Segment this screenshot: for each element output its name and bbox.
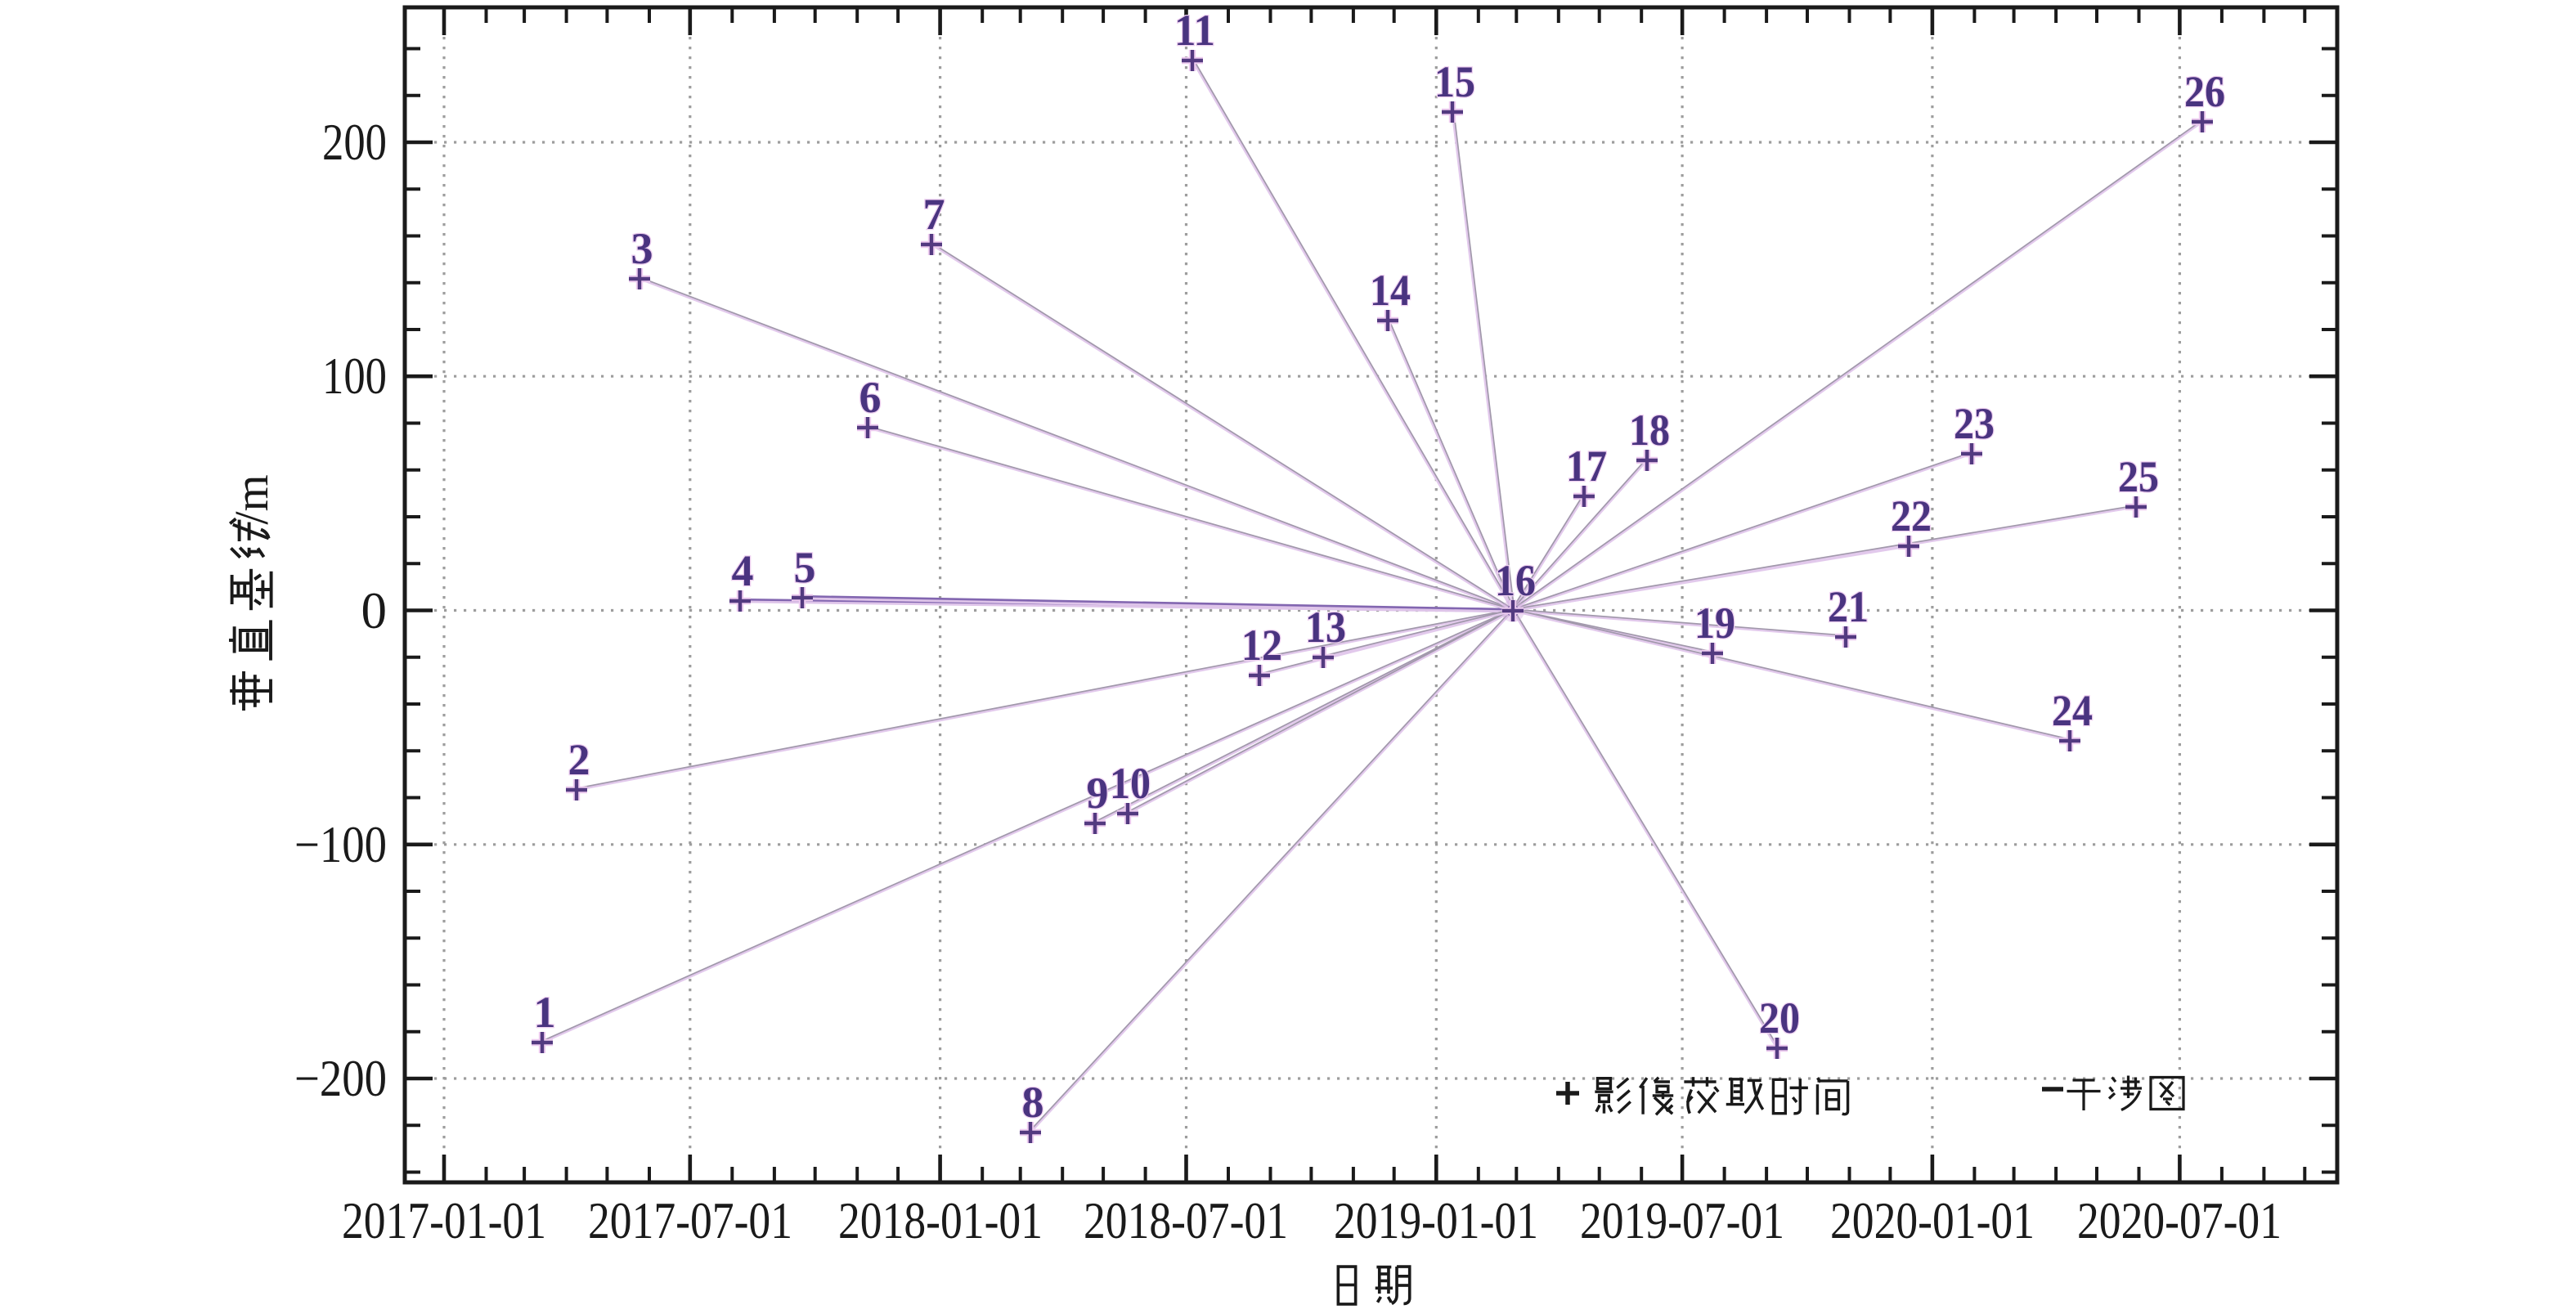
svg-text:−100: −100 bbox=[294, 816, 387, 873]
svg-text:14: 14 bbox=[1370, 266, 1411, 315]
svg-text:2020-07-01: 2020-07-01 bbox=[2077, 1192, 2282, 1249]
svg-text:17: 17 bbox=[1566, 442, 1607, 491]
svg-text:100: 100 bbox=[322, 348, 387, 405]
svg-text:5: 5 bbox=[794, 543, 816, 592]
svg-text:3: 3 bbox=[631, 224, 653, 273]
svg-text:2018-07-01: 2018-07-01 bbox=[1084, 1192, 1288, 1249]
svg-text:−200: −200 bbox=[294, 1050, 387, 1107]
svg-text:22: 22 bbox=[1891, 491, 1932, 540]
svg-text:18: 18 bbox=[1629, 406, 1670, 455]
svg-text:23: 23 bbox=[1954, 399, 1995, 448]
svg-text:0: 0 bbox=[361, 582, 388, 639]
svg-text:16: 16 bbox=[1495, 556, 1536, 605]
svg-text:11: 11 bbox=[1174, 6, 1215, 55]
svg-text:/m: /m bbox=[225, 474, 278, 524]
svg-text:13: 13 bbox=[1305, 603, 1346, 652]
svg-text:2019-01-01: 2019-01-01 bbox=[1334, 1192, 1538, 1249]
svg-text:25: 25 bbox=[2118, 452, 2159, 501]
svg-text:7: 7 bbox=[923, 190, 945, 239]
svg-text:26: 26 bbox=[2184, 67, 2225, 116]
svg-text:4: 4 bbox=[732, 546, 754, 595]
svg-text:2018-01-01: 2018-01-01 bbox=[838, 1192, 1043, 1249]
svg-text:21: 21 bbox=[1828, 582, 1869, 631]
svg-text:2017-01-01: 2017-01-01 bbox=[342, 1192, 546, 1249]
svg-text:12: 12 bbox=[1241, 621, 1282, 670]
svg-text:24: 24 bbox=[2052, 686, 2093, 735]
svg-text:2017-07-01: 2017-07-01 bbox=[588, 1192, 792, 1249]
svg-text:19: 19 bbox=[1694, 599, 1735, 648]
svg-text:1: 1 bbox=[534, 988, 556, 1037]
svg-text:8: 8 bbox=[1022, 1078, 1044, 1127]
svg-text:200: 200 bbox=[322, 114, 387, 171]
svg-text:9: 9 bbox=[1087, 769, 1109, 818]
svg-text:2: 2 bbox=[568, 735, 590, 784]
svg-text:2019-07-01: 2019-07-01 bbox=[1580, 1192, 1784, 1249]
svg-text:15: 15 bbox=[1434, 57, 1475, 106]
svg-text:10: 10 bbox=[1110, 759, 1151, 808]
svg-text:20: 20 bbox=[1759, 993, 1800, 1043]
svg-text:6: 6 bbox=[859, 373, 882, 422]
svg-text:2020-01-01: 2020-01-01 bbox=[1830, 1192, 2035, 1249]
